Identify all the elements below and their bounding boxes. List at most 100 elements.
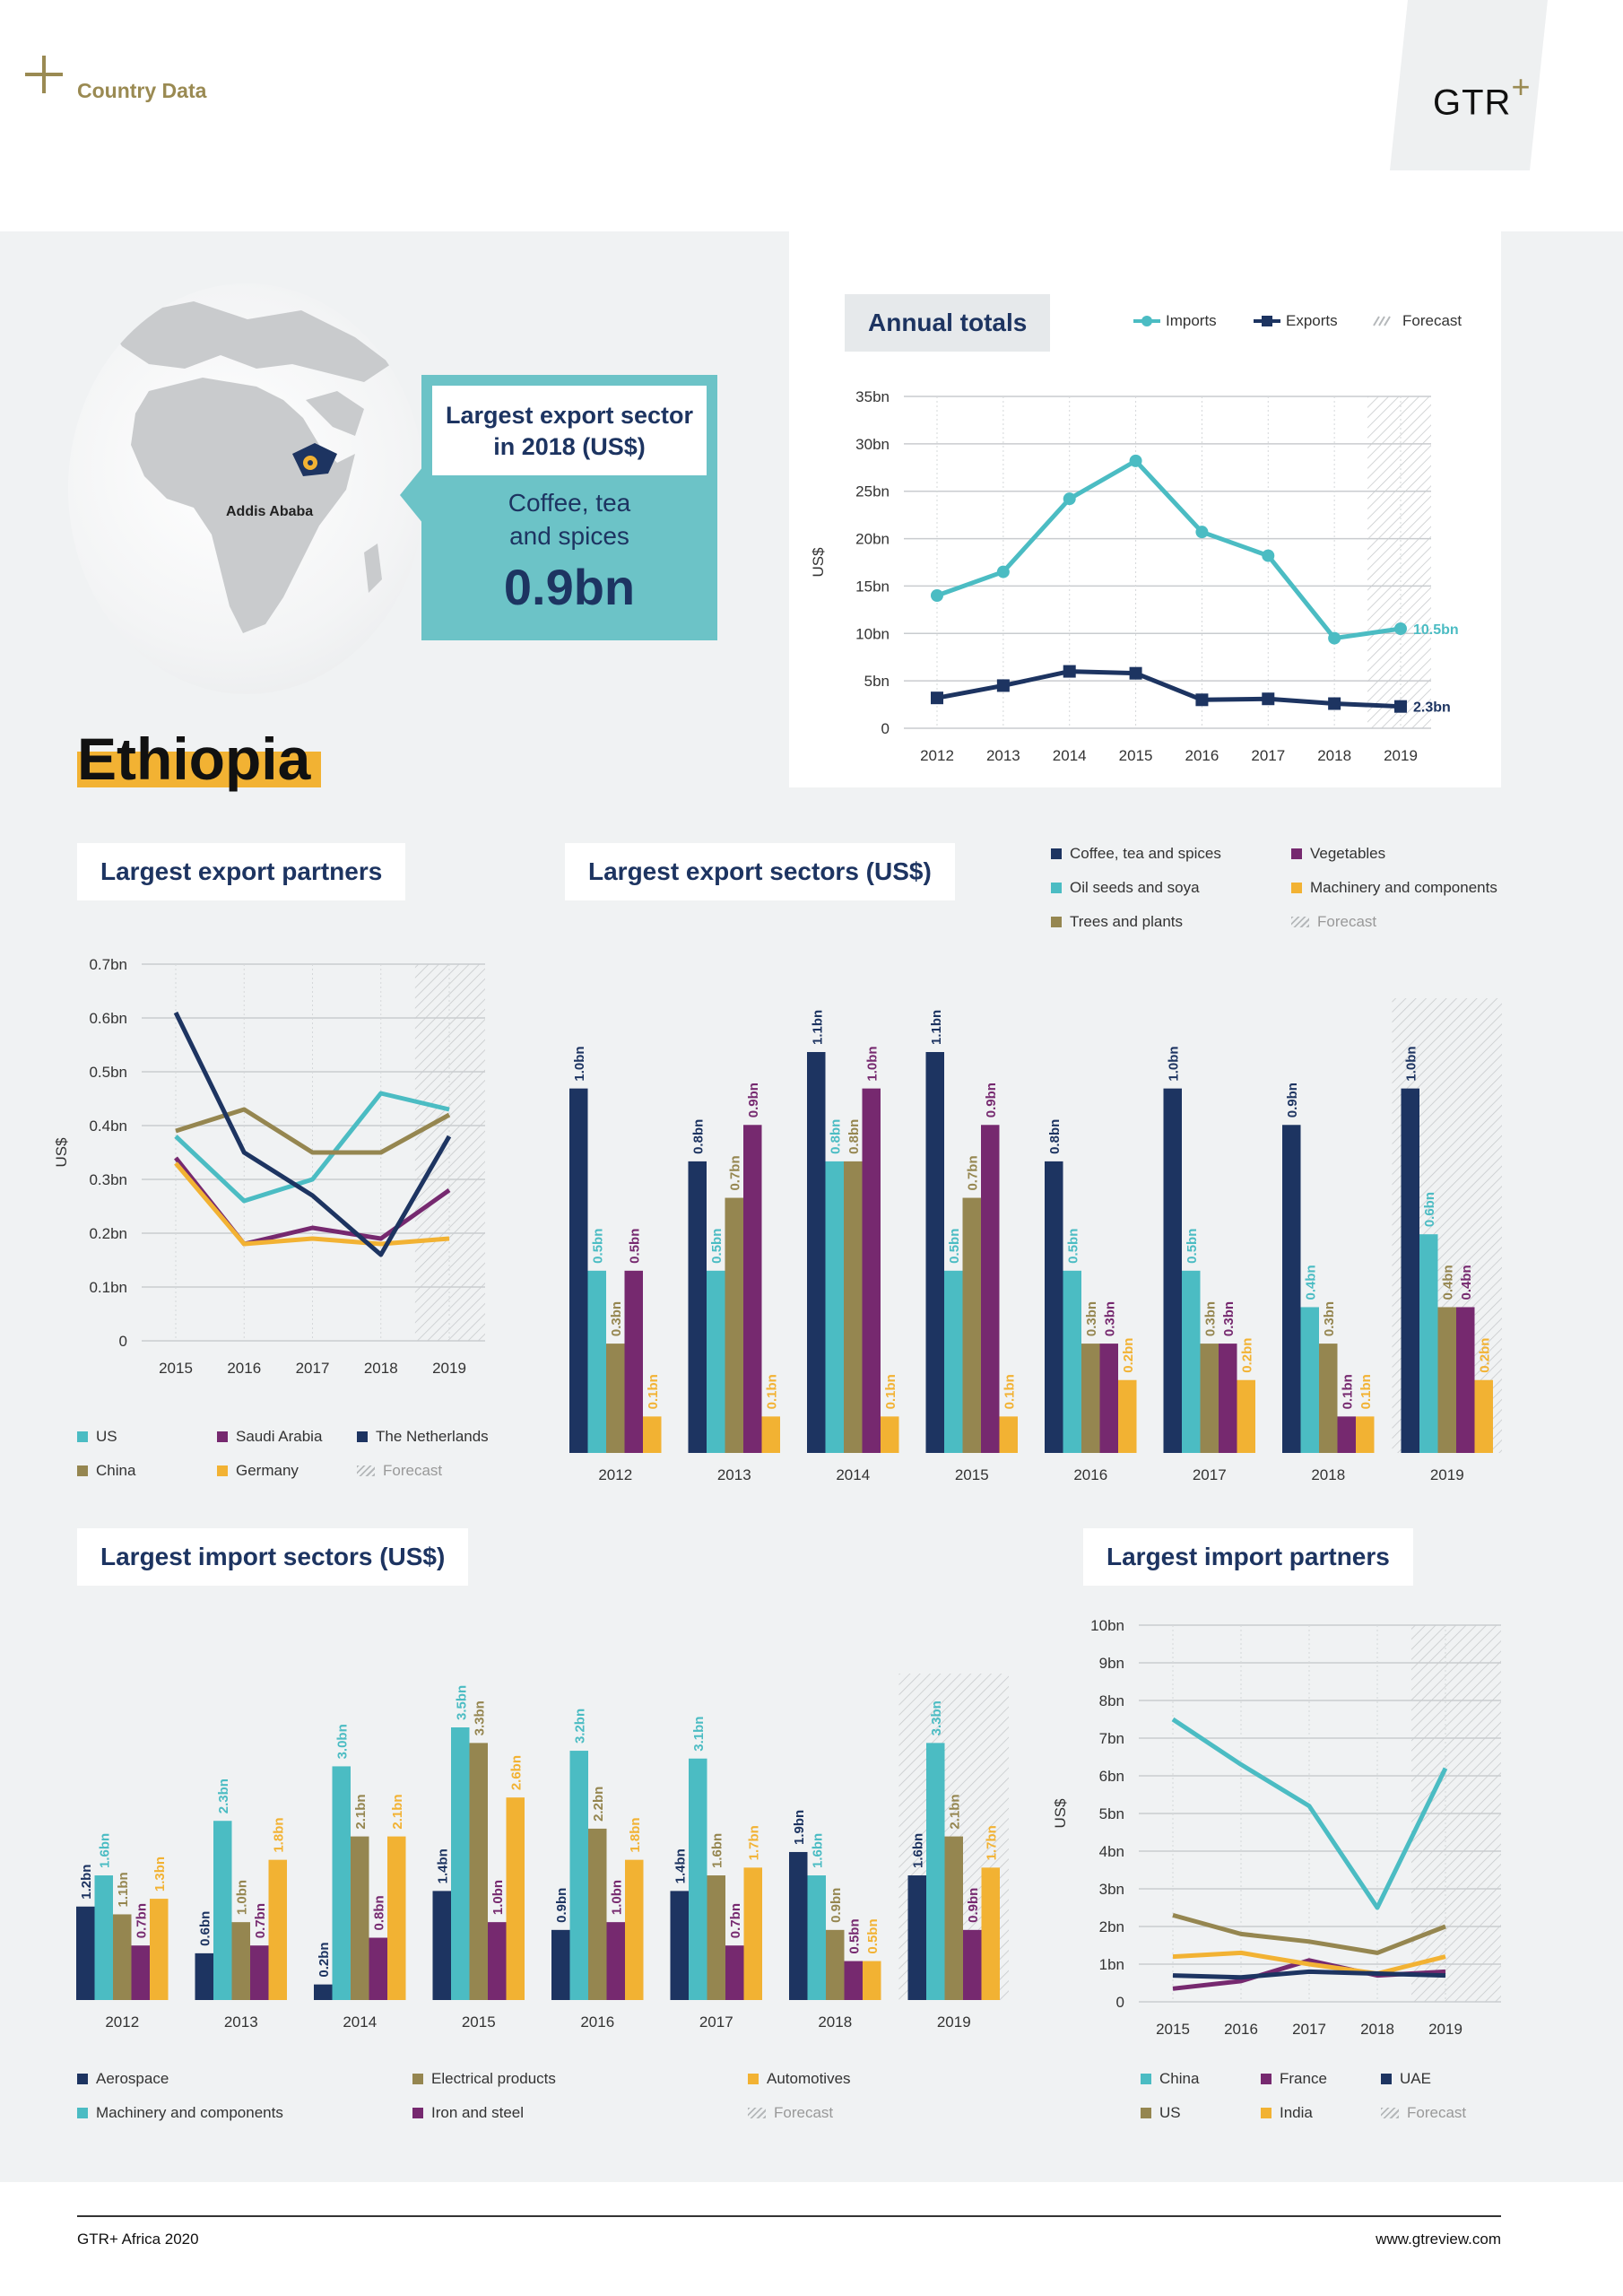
x-tick-label: 2015 <box>1119 747 1153 764</box>
legend-label: Forecast <box>1407 2104 1467 2121</box>
bar-value-label: 0.5bn <box>847 1918 863 1953</box>
bar-value-label: 1.0bn <box>865 1046 881 1081</box>
bar-machinery-and-components <box>761 1416 780 1453</box>
bar-value-label: 0.9bn <box>966 1888 981 1923</box>
bar-oil-seeds-and-soya <box>1419 1234 1438 1453</box>
bar-value-label: 1.6bn <box>811 1833 826 1868</box>
x-tick-label: 2015 <box>462 2013 496 2031</box>
bar-value-label: 1.1bn <box>929 1010 944 1045</box>
legend-label: Oil seeds and soya <box>1070 879 1200 896</box>
callout-pointer <box>400 466 423 524</box>
bar-value-label: 1.8bn <box>272 1817 287 1852</box>
x-tick-label: 2013 <box>224 2013 258 2031</box>
bar-value-label: 3.0bn <box>335 1724 351 1759</box>
plus-icon <box>25 56 63 93</box>
end-value-label: 2.3bn <box>1413 700 1451 716</box>
bar-value-label: 0.7bn <box>728 1903 743 1938</box>
forecast-hatch-icon <box>1291 917 1309 927</box>
legend-label: UAE <box>1400 2070 1431 2087</box>
y-tick-label: 35bn <box>855 388 890 405</box>
bar-iron-and-steel <box>844 1961 863 2000</box>
y-tick-label: 0.1bn <box>89 1279 127 1296</box>
bar-value-label: 0.2bn <box>317 1942 332 1977</box>
bar-value-label: 0.4bn <box>1441 1265 1456 1300</box>
x-tick-label: 2014 <box>343 2013 377 2031</box>
data-point-exports <box>996 679 1010 692</box>
x-tick-label: 2017 <box>699 2013 733 2031</box>
bar-value-label: 0.2bn <box>1478 1338 1493 1373</box>
bar-machinery-and-components <box>881 1416 899 1453</box>
bar-electrical-products <box>944 1836 963 2000</box>
bar-automotives <box>743 1867 762 2000</box>
bar-value-label: 0.1bn <box>765 1374 780 1409</box>
data-point-exports <box>1129 666 1142 680</box>
y-tick-label: 4bn <box>1099 1843 1124 1860</box>
bar-automotives <box>506 1797 525 2000</box>
bar-value-label: 1.2bn <box>79 1865 94 1900</box>
x-tick-label: 2019 <box>937 2013 971 2031</box>
legend-label: Machinery and components <box>1310 879 1497 896</box>
bar-trees-and-plants <box>1081 1344 1100 1453</box>
y-tick-label: 0.6bn <box>89 1010 127 1027</box>
bar-value-label: 0.6bn <box>198 1911 213 1946</box>
footer-divider <box>77 2215 1501 2217</box>
series-line-the-netherlands <box>173 1011 452 1257</box>
y-tick-label: 8bn <box>1099 1692 1124 1709</box>
bar-electrical-products <box>826 1929 845 2000</box>
x-tick-label: 2014 <box>836 1466 870 1483</box>
bar-machinery-and-components <box>332 1766 351 2000</box>
y-tick-label: 0.5bn <box>89 1064 127 1081</box>
legend-label: Machinery and components <box>96 2104 283 2121</box>
y-tick-label: 2bn <box>1099 1918 1124 1935</box>
bar-coffee-tea-and-spices <box>807 1052 826 1453</box>
bar-automotives <box>150 1899 169 2000</box>
exports-legend-icon <box>1254 316 1280 326</box>
legend-item-germany: Germany <box>217 1462 299 1480</box>
bar-value-label: 0.5bn <box>628 1229 643 1264</box>
legend-swatch <box>1051 883 1062 893</box>
legend-label: Forecast <box>383 1462 443 1479</box>
legend-label: Imports <box>1166 312 1217 329</box>
bar-value-label: 1.9bn <box>792 1810 807 1845</box>
bar-value-label: 0.9bn <box>554 1888 569 1923</box>
bar-value-label: 0.9bn <box>984 1083 999 1118</box>
data-point-exports <box>1328 697 1341 710</box>
legend-item-saudi-arabia: Saudi Arabia <box>217 1428 322 1446</box>
data-point-imports <box>1262 549 1275 562</box>
bar-value-label: 2.1bn <box>948 1794 963 1829</box>
data-point-imports <box>1195 526 1209 539</box>
y-tick-label: 0 <box>1116 1994 1124 2011</box>
data-point-imports <box>1394 622 1407 635</box>
bar-machinery-and-components <box>94 1875 113 2000</box>
capital-label: Addis Ababa <box>226 504 314 519</box>
bar-iron-and-steel <box>250 1945 269 2000</box>
legend-item-machinery-and-components: Machinery and components <box>1291 879 1497 897</box>
bar-trees-and-plants <box>962 1197 981 1453</box>
bar-value-label: 0.1bn <box>1341 1374 1356 1409</box>
bar-oil-seeds-and-soya <box>1300 1307 1319 1453</box>
legend-label: China <box>1159 2070 1200 2087</box>
bar-aerospace <box>907 1875 926 2000</box>
bar-value-label: 0.5bn <box>947 1229 962 1264</box>
bar-value-label: 0.3bn <box>1084 1301 1099 1336</box>
y-tick-label: 3bn <box>1099 1881 1124 1898</box>
legend-swatch <box>77 2108 88 2118</box>
bar-aerospace <box>670 1891 689 2000</box>
bar-value-label: 0.3bn <box>1103 1301 1118 1336</box>
x-tick-label: 2012 <box>105 2013 139 2031</box>
import-partners-chart: 0 1bn 2bn 3bn 4bn 5bn 6bn 7bn 8bn 9bn 10bn 2015 2016… <box>1052 1617 1501 2036</box>
export-partners-title: Largest export partners <box>77 843 406 900</box>
x-tick-label: 2017 <box>1292 2021 1326 2036</box>
footer-website[interactable]: www.gtreview.com <box>1376 2231 1501 2248</box>
bar-value-label: 3.3bn <box>929 1700 944 1735</box>
legend-item-oil-seeds-and-soya: Oil seeds and soya <box>1051 879 1200 897</box>
callout-title: Largest export sector in 2018 (US$) <box>432 386 707 475</box>
bar-iron-and-steel <box>488 1922 507 2000</box>
forecast-hatch-icon <box>1373 316 1391 326</box>
data-point-exports <box>1394 700 1407 713</box>
bar-value-label: 0.5bn <box>865 1918 881 1953</box>
gtr-logo: GTR+ <box>1433 68 1531 123</box>
bar-trees-and-plants <box>1200 1344 1219 1453</box>
series-line-china <box>1171 1717 1448 1910</box>
bar-iron-and-steel <box>369 1937 387 2000</box>
